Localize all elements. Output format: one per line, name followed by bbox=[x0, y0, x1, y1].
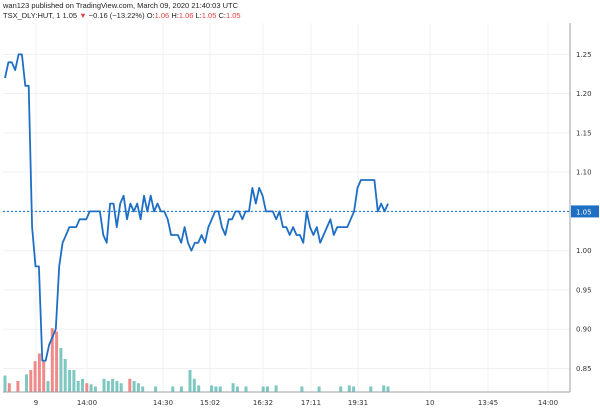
time-tick-label: 19:31 bbox=[348, 399, 368, 407]
volume-bar bbox=[141, 386, 145, 392]
low-value: 1.05 bbox=[201, 11, 217, 20]
price-tick-label: 1.10 bbox=[576, 169, 592, 177]
open-label: O: bbox=[146, 11, 155, 20]
volume-bar bbox=[244, 386, 248, 392]
volume-bar bbox=[93, 386, 97, 392]
last-price-tag-box bbox=[571, 205, 599, 218]
volume-bar bbox=[42, 361, 46, 392]
volume-bar bbox=[231, 383, 235, 392]
high-value: 1.06 bbox=[178, 11, 194, 20]
volume-bar bbox=[386, 386, 390, 392]
price-tick-label: 1.15 bbox=[576, 129, 592, 137]
last-price-tag-label: 1.05 bbox=[576, 208, 592, 216]
volume-bar bbox=[132, 381, 136, 392]
volume-bar bbox=[89, 384, 93, 392]
high-label: H: bbox=[171, 11, 179, 20]
price-tick-label: 0.90 bbox=[576, 326, 592, 334]
time-tick-label: 17:11 bbox=[301, 399, 321, 407]
volume-bar bbox=[33, 361, 37, 392]
volume-bar bbox=[37, 353, 41, 392]
price-tick-label: 1.00 bbox=[576, 247, 592, 255]
symbol-line: TSX_DLY:HUT, 1 1.05 ▼ −0.16 (−13.22%) O:… bbox=[3, 11, 597, 21]
time-tick-label: 9 bbox=[34, 399, 38, 407]
volume-bar bbox=[85, 383, 89, 392]
close-label: C: bbox=[218, 11, 226, 20]
open-value: 1.06 bbox=[154, 11, 170, 20]
volume-bar bbox=[171, 386, 175, 392]
volume-bar bbox=[192, 378, 196, 392]
time-tick-label: 14:00 bbox=[538, 399, 558, 407]
time-tick-label: 16:32 bbox=[253, 399, 273, 407]
low-label: L: bbox=[195, 11, 202, 20]
time-tick-label: 15:02 bbox=[200, 399, 220, 407]
time-tick-label: 14:30 bbox=[153, 399, 173, 407]
time-axis[interactable]: 9 14:00 14:30 15:02 16:32 17:11 19:31 10 13:45 14… bbox=[34, 399, 558, 407]
price-line bbox=[4, 53, 389, 362]
price-tick-label: 1.25 bbox=[576, 51, 592, 59]
price-tick-label: 0.95 bbox=[576, 286, 592, 294]
volume-bar bbox=[179, 386, 183, 392]
volume-bar bbox=[25, 374, 28, 392]
volume-bar bbox=[261, 386, 265, 392]
volume-bar bbox=[214, 386, 218, 392]
volume-bar bbox=[55, 331, 59, 392]
volume-bar bbox=[352, 386, 356, 392]
chart-header: wan123 published on TradingView.com, Mar… bbox=[3, 1, 597, 23]
volume-bar bbox=[266, 386, 269, 392]
volume-bar bbox=[76, 381, 80, 392]
time-tick-label: 13:45 bbox=[478, 399, 498, 407]
volume-bar bbox=[188, 370, 192, 392]
volume-bar bbox=[300, 386, 304, 392]
volume-bar bbox=[106, 381, 110, 392]
volume-bar bbox=[50, 328, 54, 392]
volume-bar bbox=[72, 370, 76, 392]
volume-bar bbox=[16, 381, 20, 392]
volume-bar bbox=[339, 386, 343, 392]
volume-bar bbox=[197, 385, 201, 392]
price-tick-label: 0.85 bbox=[576, 365, 592, 373]
volume-bar bbox=[119, 383, 123, 392]
volume-bar bbox=[136, 383, 140, 392]
volume-bar bbox=[63, 359, 67, 392]
volume-bar bbox=[274, 385, 278, 392]
volume-bar bbox=[46, 381, 50, 392]
price-tick-label: 1.20 bbox=[576, 90, 592, 98]
publish-line: wan123 published on TradingView.com, Mar… bbox=[3, 1, 239, 10]
close-value: 1.05 bbox=[225, 11, 241, 20]
volume-bar bbox=[68, 370, 72, 392]
volume-bar bbox=[59, 348, 63, 392]
volume-bar bbox=[235, 386, 239, 392]
volume-bar bbox=[7, 383, 11, 392]
time-tick-label: 14:00 bbox=[77, 399, 97, 407]
volume-bar bbox=[218, 386, 222, 392]
volume-bar bbox=[115, 381, 119, 392]
symbol-name: TSX_DLY:HUT, 1 bbox=[3, 11, 61, 20]
grid-lines bbox=[3, 23, 570, 392]
volume-bar bbox=[29, 370, 33, 392]
volume-bar bbox=[210, 385, 214, 392]
volume-bar bbox=[111, 378, 115, 392]
volume-bar bbox=[382, 385, 386, 392]
last-price: 1.05 bbox=[62, 11, 78, 20]
volume-bar bbox=[128, 378, 132, 392]
volume-bar bbox=[347, 385, 351, 392]
volume-bar bbox=[81, 378, 84, 392]
volume-bar bbox=[102, 378, 106, 392]
price-change: −0.16 (−13.22%) bbox=[88, 11, 145, 20]
volume-bar bbox=[369, 386, 373, 392]
volume-bar bbox=[317, 386, 321, 392]
last-price-tag: 1.05 bbox=[571, 205, 599, 218]
down-arrow-icon: ▼ bbox=[79, 11, 87, 20]
volume-bars bbox=[3, 328, 390, 392]
volume-bar bbox=[3, 375, 7, 392]
time-tick-label: 10 bbox=[426, 399, 435, 407]
volume-bar bbox=[154, 386, 158, 392]
